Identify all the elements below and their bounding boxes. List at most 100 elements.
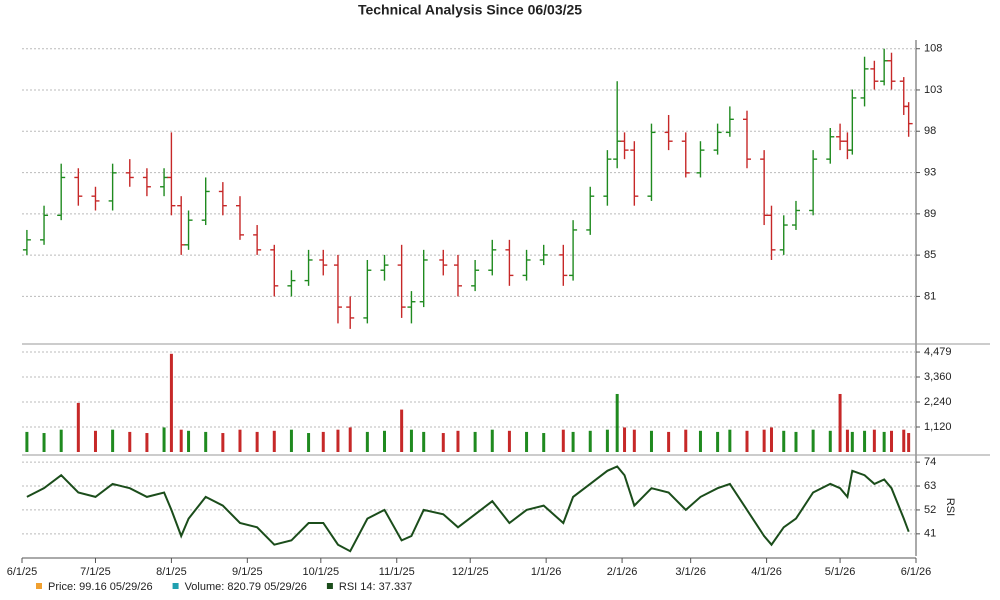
volume-bar xyxy=(162,427,166,452)
volume-bar xyxy=(238,429,242,452)
x-tick-label: 12/1/25 xyxy=(452,566,489,578)
y-tick-label: 52 xyxy=(924,504,936,516)
legend-label: Price: 99.16 05/29/26 xyxy=(48,581,153,593)
volume-bar xyxy=(632,429,636,452)
volume-bar xyxy=(409,429,413,452)
y-tick-label: 63 xyxy=(924,480,936,492)
volume-bar xyxy=(507,430,511,452)
volume-bar xyxy=(882,431,886,452)
volume-bar xyxy=(782,430,786,452)
x-tick-label: 10/1/25 xyxy=(302,566,339,578)
x-tick-label: 6/1/25 xyxy=(7,566,38,578)
volume-bar xyxy=(615,393,619,452)
volume-bar xyxy=(382,430,386,452)
volume-bar xyxy=(561,429,565,452)
volume-bar xyxy=(490,429,494,452)
volume-bar xyxy=(667,431,671,452)
volume-bar xyxy=(845,429,849,452)
x-tick-label: 4/1/26 xyxy=(751,566,782,578)
volume-bar xyxy=(649,430,653,452)
volume-bar xyxy=(542,433,546,452)
volume-bar xyxy=(348,427,352,452)
volume-bar xyxy=(907,433,911,452)
rsi-line xyxy=(26,465,910,553)
rsi-axis-label: RSI xyxy=(944,498,956,516)
volume-bar xyxy=(716,431,720,452)
volume-bar xyxy=(828,430,832,452)
volume-bar xyxy=(179,429,183,452)
x-tick-label: 1/1/26 xyxy=(531,566,562,578)
volume-bar xyxy=(272,430,276,452)
volume-bar xyxy=(365,431,369,452)
volume-bar xyxy=(525,431,529,452)
volume-bar xyxy=(169,353,173,452)
volume-bar xyxy=(571,431,575,452)
volume-bar xyxy=(902,429,906,452)
x-tick-label: 2/1/26 xyxy=(607,566,638,578)
volume-bar xyxy=(289,429,293,452)
y-tick-label: 103 xyxy=(924,84,942,96)
volume-bar xyxy=(187,430,191,452)
volume-bar xyxy=(684,429,688,452)
volume-bar xyxy=(441,433,445,452)
volume-bar xyxy=(400,409,404,452)
volume-bar xyxy=(255,431,259,452)
volume-bar xyxy=(728,429,732,452)
y-tick-label: 74 xyxy=(924,456,936,468)
y-tick-label: 3,360 xyxy=(924,371,952,383)
y-tick-label: 93 xyxy=(924,166,936,178)
volume-bar xyxy=(59,429,63,452)
y-tick-label: 89 xyxy=(924,208,936,220)
volume-bar xyxy=(838,393,842,452)
volume-bar xyxy=(93,430,97,452)
volume-bar xyxy=(307,433,311,452)
x-tick-label: 7/1/25 xyxy=(80,566,111,578)
legend-label: RSI 14: 37.337 xyxy=(339,581,412,593)
volume-bar xyxy=(811,429,815,452)
volume-bar xyxy=(42,433,46,452)
y-tick-label: 85 xyxy=(924,249,936,261)
volume-bar xyxy=(872,429,876,452)
y-tick-label: 2,240 xyxy=(924,396,952,408)
volume-bar xyxy=(473,431,477,452)
volume-bar xyxy=(605,429,609,452)
x-tick-label: 9/1/25 xyxy=(232,566,263,578)
volume-bar xyxy=(321,431,325,452)
y-tick-label: 41 xyxy=(924,528,936,540)
volume-bar xyxy=(850,431,854,452)
x-tick-label: 6/1/26 xyxy=(901,566,932,578)
volume-bar xyxy=(422,431,426,452)
volume-bar xyxy=(221,433,225,452)
y-tick-label: 1,120 xyxy=(924,421,952,433)
legend-label: Volume: 820.79 05/29/26 xyxy=(185,581,307,593)
volume-bar xyxy=(863,430,867,452)
volume-bar xyxy=(456,430,460,452)
volume-bar xyxy=(25,431,29,452)
x-tick-label: 3/1/26 xyxy=(675,566,706,578)
x-tick-label: 11/1/25 xyxy=(379,566,415,578)
volume-bar xyxy=(336,429,340,452)
x-tick-label: 5/1/26 xyxy=(825,566,856,578)
legend-marker xyxy=(36,583,42,589)
volume-bar xyxy=(128,431,132,452)
volume-bar xyxy=(145,433,149,452)
volume-bar xyxy=(762,429,766,452)
volume-bar xyxy=(588,430,592,452)
volume-bar xyxy=(769,427,773,452)
volume-bar xyxy=(111,429,115,452)
volume-bar xyxy=(890,430,894,452)
x-tick-label: 8/1/25 xyxy=(156,566,187,578)
y-tick-label: 81 xyxy=(924,290,936,302)
chart-title: Technical Analysis Since 06/03/25 xyxy=(358,2,582,18)
y-tick-label: 98 xyxy=(924,125,936,137)
legend-marker xyxy=(326,583,333,589)
volume-bar xyxy=(623,427,627,452)
legend-marker xyxy=(172,583,179,589)
y-tick-label: 4,479 xyxy=(924,346,952,358)
volume-bar xyxy=(698,430,702,452)
volume-bar xyxy=(794,431,798,452)
volume-bar xyxy=(204,431,208,452)
volume-bar xyxy=(76,402,80,452)
volume-bar xyxy=(745,430,749,452)
